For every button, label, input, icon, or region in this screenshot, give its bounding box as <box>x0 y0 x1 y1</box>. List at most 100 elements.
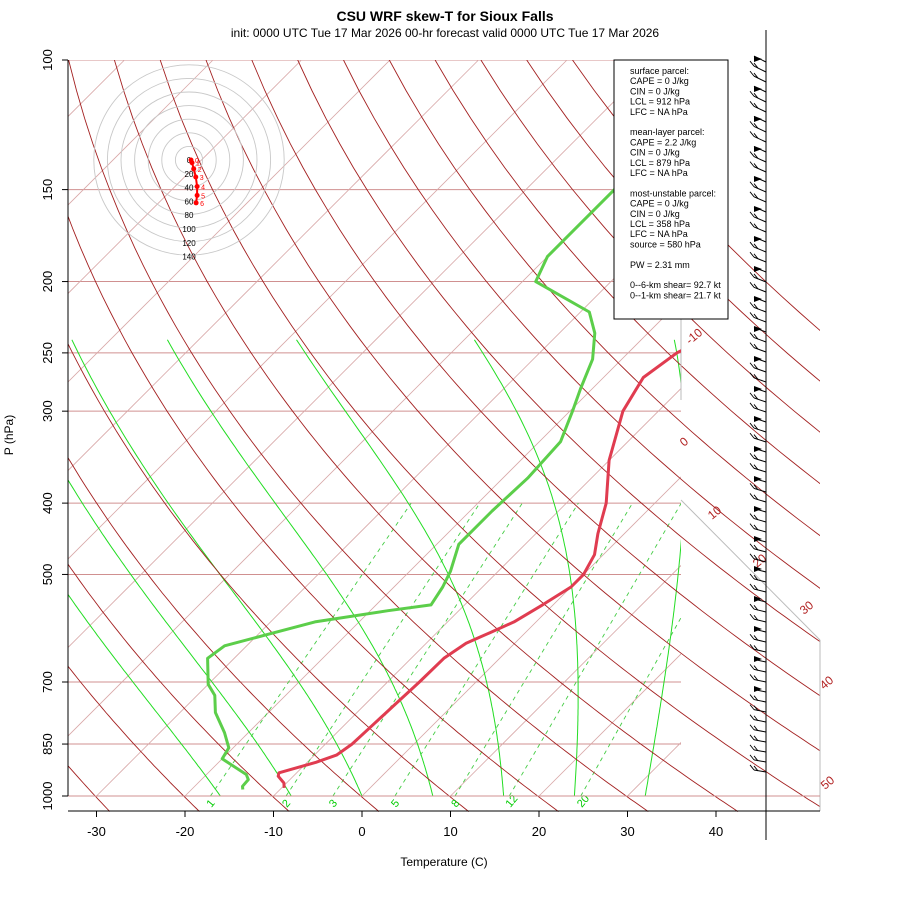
wind-barb <box>749 644 767 653</box>
wind-barb <box>753 566 767 573</box>
dry-adiabat <box>526 60 820 382</box>
mixing-ratio-label: 5 <box>389 798 402 810</box>
wind-barb <box>749 151 767 163</box>
info-line: LFC = NA hPa <box>630 107 688 117</box>
hodograph-point <box>193 174 199 180</box>
wind-barb <box>749 523 767 533</box>
dry-adiabat <box>68 456 380 812</box>
wind-barb <box>753 446 767 453</box>
wind-barb <box>753 326 767 333</box>
x-axis-label: Temperature (C) <box>400 855 487 869</box>
hodograph-point <box>191 166 197 172</box>
wind-barb <box>749 241 767 253</box>
wind-barb <box>753 266 767 273</box>
mixing-ratio-line <box>285 502 481 796</box>
wind-barb <box>749 754 767 763</box>
y-axis-label: P (hPa) <box>2 415 16 455</box>
mixing-ratio-line <box>210 502 412 796</box>
wind-barb <box>749 131 767 143</box>
hodograph-ring-label: 140 <box>182 253 196 262</box>
hodograph-ring <box>106 77 272 243</box>
wind-barb <box>749 181 767 193</box>
dry-adiabat <box>68 765 111 812</box>
moist-adiabat <box>68 593 221 796</box>
wind-barb <box>749 543 767 553</box>
wind-barb <box>753 656 767 663</box>
isotherm <box>538 653 681 796</box>
wind-barb <box>749 483 767 493</box>
wind-barb <box>749 513 767 523</box>
temperature-line <box>276 349 681 788</box>
hodograph-ring-label: 60 <box>185 197 194 206</box>
dry-adiabat <box>297 60 820 643</box>
isotherm <box>68 60 302 295</box>
chart-subtitle: init: 0000 UTC Tue 17 Mar 2026 00-hr for… <box>231 26 660 40</box>
wind-barb <box>749 312 767 323</box>
isotherm <box>450 564 681 796</box>
dry-adiabat-label: 10 <box>705 503 724 523</box>
mixing-ratio-line <box>332 502 523 796</box>
isotherm <box>716 60 900 796</box>
moist-adiabat <box>473 339 579 796</box>
wind-barb <box>749 613 767 623</box>
wind-barb <box>749 121 767 133</box>
dry-adiabat <box>68 665 200 812</box>
info-line: PW = 2.31 mm <box>630 260 690 270</box>
y-tick-label: 300 <box>40 400 55 422</box>
hodograph-ring <box>161 132 217 188</box>
wind-barb <box>749 101 767 113</box>
hodograph-point-label: 0 <box>195 158 199 165</box>
dry-adiabat <box>251 60 820 697</box>
wind-barb <box>749 271 767 283</box>
hodograph-point <box>193 200 199 206</box>
info-line: mean-layer parcel: <box>630 127 705 137</box>
y-tick-label: 100 <box>40 49 55 71</box>
wind-barb <box>753 386 767 393</box>
info-line: 0--6-km shear= 92.7 kt <box>630 280 721 290</box>
isotherm <box>68 60 214 206</box>
hodograph-point-label: 3 <box>200 175 204 182</box>
wind-barb <box>749 724 767 733</box>
wind-barb <box>749 392 767 403</box>
hodograph-ring-label: 20 <box>185 170 194 179</box>
mixing-ratio-label: 3 <box>327 798 340 810</box>
wind-barb <box>749 573 767 583</box>
info-line: CIN = 0 J/kg <box>630 209 680 219</box>
isotherm <box>68 60 125 118</box>
info-line: CAPE = 0 J/kg <box>630 199 689 209</box>
wind-barb <box>749 60 767 73</box>
hodograph-ring <box>134 105 244 215</box>
wind-barb <box>753 416 767 423</box>
dry-adiabat <box>480 60 820 433</box>
isotherm <box>68 60 568 560</box>
wind-barbs <box>749 30 767 840</box>
isotherm <box>96 210 681 796</box>
dry-adiabat <box>205 60 820 752</box>
hodograph-ring-label: 40 <box>185 184 194 193</box>
hodograph-point-label: 6 <box>200 201 204 208</box>
wind-barb <box>753 476 767 483</box>
x-tick-label: -10 <box>264 824 283 839</box>
y-tick-label: 850 <box>40 733 55 755</box>
isotherm <box>184 299 681 796</box>
info-line: CIN = 0 J/kg <box>630 86 680 96</box>
y-tick-label: 150 <box>40 179 55 201</box>
wind-barb <box>749 342 767 353</box>
wind-barb <box>749 282 767 293</box>
info-line: 0--1-km shear= 21.7 kt <box>630 290 721 300</box>
mixing-ratio-label: 1 <box>204 798 217 810</box>
moist-adiabat <box>166 339 434 796</box>
info-line: LFC = NA hPa <box>630 168 688 178</box>
wind-barb <box>749 764 767 773</box>
mixing-ratio-label: 8 <box>449 798 462 810</box>
x-tick-label: 10 <box>443 824 457 839</box>
wind-barb <box>753 176 767 183</box>
dry-adiabat <box>68 563 290 812</box>
dry-adiabat-label: 30 <box>797 598 816 618</box>
info-line: most-unstable parcel: <box>630 188 716 198</box>
info-line: LCL = 912 hPa <box>630 97 690 107</box>
moist-adiabat <box>296 339 505 796</box>
hodograph-point-label: 1 <box>196 161 200 168</box>
